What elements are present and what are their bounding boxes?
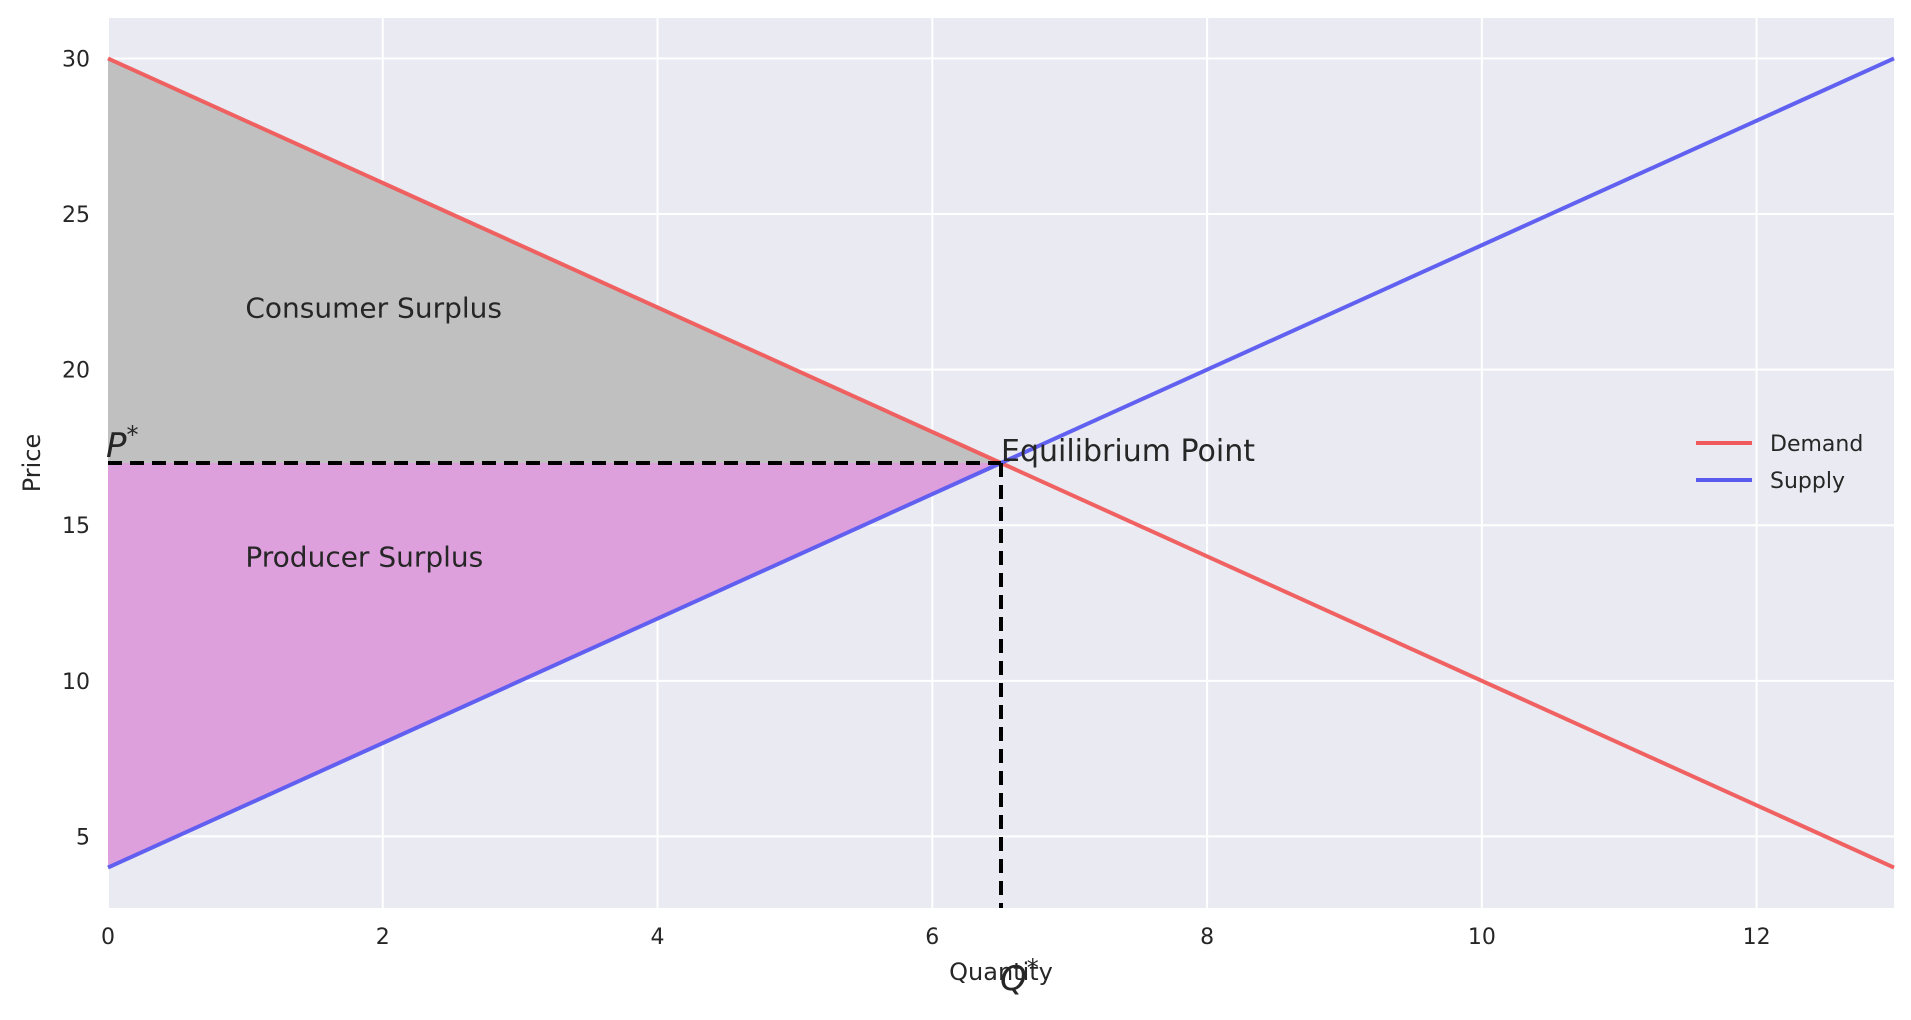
producer-surplus-label: Producer Surplus — [245, 540, 483, 573]
x-tick-label: 8 — [1200, 925, 1214, 950]
y-tick-label: 5 — [76, 825, 90, 850]
x-axis-label: Quantity — [949, 958, 1053, 986]
equilibrium-point-label: Equilibrium Point — [1001, 434, 1255, 469]
consumer-surplus-label: Consumer Surplus — [245, 291, 502, 324]
x-tick-label: 4 — [651, 925, 665, 950]
supply-legend-label: Supply — [1770, 469, 1845, 494]
x-tick-label: 6 — [925, 925, 939, 950]
q-star-label: Q* — [1000, 954, 1039, 999]
demand-legend-label: Demand — [1770, 432, 1863, 457]
y-tick-label: 20 — [62, 359, 90, 384]
y-axis-label: Price — [18, 434, 46, 493]
p-star-label: P* — [106, 421, 139, 466]
y-tick-label: 10 — [62, 670, 90, 695]
x-tick-label: 10 — [1468, 925, 1496, 950]
y-tick-label: 15 — [62, 514, 90, 539]
y-tick-label: 30 — [62, 47, 90, 72]
y-tick-label: 25 — [62, 203, 90, 228]
x-tick-label: 0 — [101, 925, 115, 950]
x-tick-label: 12 — [1743, 925, 1771, 950]
x-tick-label: 2 — [376, 925, 390, 950]
